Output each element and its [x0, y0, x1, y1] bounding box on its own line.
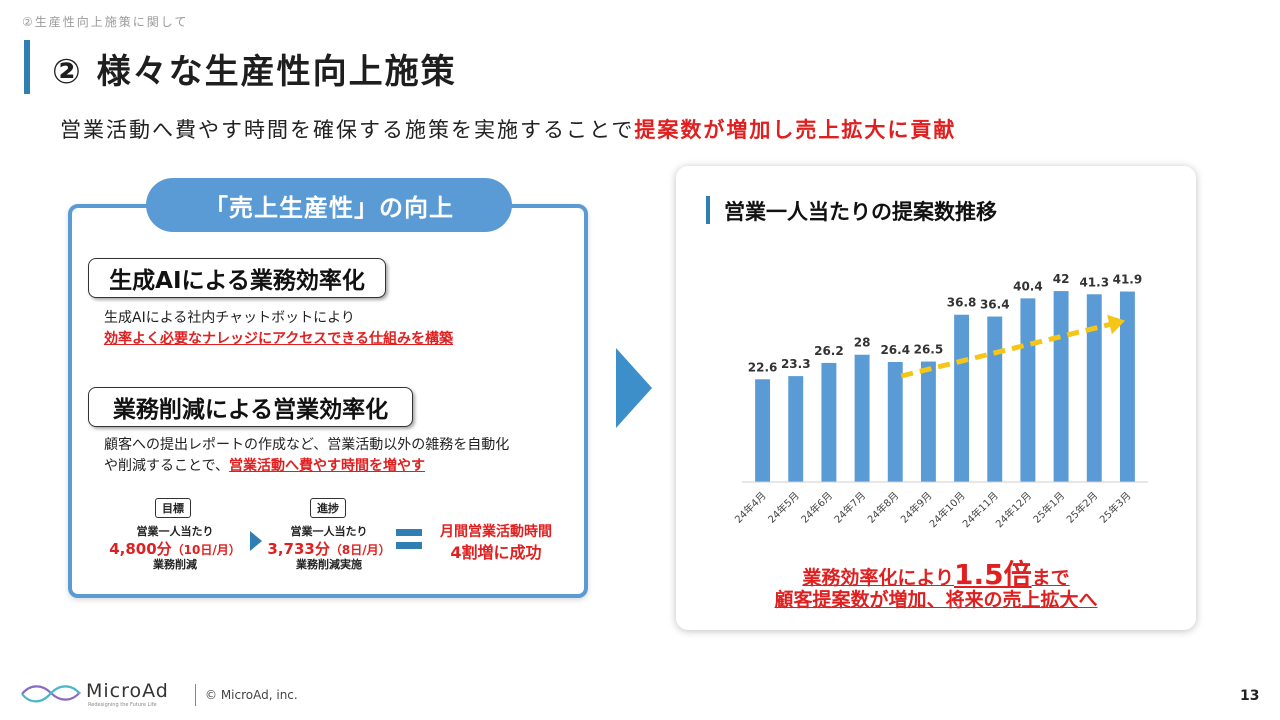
- goal-tag: 目標: [155, 498, 191, 518]
- x-tick-label: 25年3月: [1097, 489, 1134, 526]
- progress-note: 業務削減実施: [296, 558, 362, 571]
- progress-label: 営業一人当たり: [290, 525, 368, 538]
- bar-value-label: 23.3: [781, 357, 811, 371]
- bar-value-label: 42: [1053, 272, 1070, 286]
- bar-value-label: 26.5: [914, 343, 944, 357]
- footer-divider: [195, 684, 196, 706]
- bar-25年2月: [1086, 294, 1102, 482]
- section-heading-ai: 生成AIによる業務効率化: [88, 258, 386, 298]
- goal-to-progress-arrow-icon: [250, 531, 262, 551]
- bar-24年8月: [887, 362, 903, 482]
- trend-arrow-line: [900, 321, 1115, 379]
- bar-value-label: 28: [854, 336, 871, 350]
- x-tick-label: 25年2月: [1064, 489, 1101, 526]
- x-tick-label: 24年6月: [798, 489, 835, 526]
- goal-value: 4,800分（10日/月）: [108, 538, 242, 559]
- x-tick-label: 24年5月: [765, 489, 802, 526]
- page-title: ② 様々な生産性向上施策: [52, 52, 457, 92]
- bar-value-label: 41.9: [1113, 273, 1143, 287]
- x-tick-label: 25年1月: [1030, 489, 1067, 526]
- bar-24年7月: [854, 354, 870, 482]
- section-reduction-text: 顧客への提出レポートの作成など、営業活動以外の雑務を自動化: [104, 437, 510, 453]
- bar-25年3月: [1119, 291, 1135, 482]
- conclusion-line-2-text: 顧客提案数が増加、将来の売上拡大へ: [774, 589, 1098, 611]
- trend-arrow-head-icon: [1107, 314, 1126, 335]
- goal-value-number: 4,800分: [109, 540, 172, 558]
- bar-24年10月: [954, 314, 970, 482]
- conclusion-line-1: 業務効率化により1.5倍まで: [676, 553, 1196, 593]
- x-tick-label: 24年7月: [831, 489, 868, 526]
- bar-24年6月: [821, 362, 837, 482]
- conclusion-multiplier: 1.5倍: [954, 558, 1032, 591]
- proposal-count-bar-chart: 22.6 23.326.2 28 26.4 26.5 36.8 36.440.4 42 41.3…: [732, 272, 1148, 530]
- section-ai-text: 生成AIによる社内チャットボットにより: [104, 310, 355, 326]
- goal-value-paren: （10日/月）: [171, 543, 241, 557]
- subtitle-plain: 営業活動へ費やす時間を確保する施策を実施することで: [60, 118, 635, 142]
- brand-tagline: Redesigning the Future Life: [88, 702, 157, 708]
- bar-value-label: 40.4: [1013, 279, 1043, 293]
- goal-note: 業務削減: [153, 558, 197, 571]
- bar-value-label: 26.4: [880, 343, 910, 357]
- subtitle-highlight: 提案数が増加し売上拡大に貢献: [634, 118, 957, 142]
- x-tick-label: 24年12月: [993, 489, 1034, 530]
- bar-value-label: 26.2: [814, 344, 844, 358]
- progress-value-number: 3,733分: [267, 540, 330, 558]
- conclusion-line-1-a: 業務効率化により: [802, 567, 954, 589]
- bar-value-label: 36.4: [980, 298, 1010, 312]
- panel-heading-pill: 「売上生産性」の向上: [146, 178, 512, 232]
- bar-24年11月: [987, 316, 1003, 482]
- title-accent-bar: [24, 40, 30, 94]
- big-right-arrow-icon: [616, 348, 652, 428]
- bar-value-label: 36.8: [947, 296, 977, 310]
- bar-value-label: 41.3: [1079, 275, 1109, 289]
- equals-icon: [396, 526, 422, 552]
- microad-logo-icon: [21, 685, 81, 703]
- section-reduction-text-2: や削減することで、営業活動へ費やす時間を増やす: [104, 456, 425, 476]
- x-tick-label: 24年4月: [732, 489, 769, 526]
- bar-value-label: 22.6: [748, 360, 778, 374]
- copyright: © MicroAd, inc.: [205, 688, 298, 702]
- result-line-2: 4割増に成功: [450, 543, 542, 562]
- chart-title: 営業一人当たりの提案数推移: [724, 200, 997, 224]
- section-ai-highlight: 効率よく必要なナレッジにアクセスできる仕組みを構築: [104, 331, 454, 347]
- result-line-1: 月間営業活動時間: [440, 524, 552, 540]
- brand-name: MicroAd: [86, 680, 169, 702]
- bar-24年5月: [788, 376, 804, 482]
- progress-value-paren: （8日/月）: [329, 543, 391, 557]
- page-number: 13: [1240, 688, 1260, 704]
- breadcrumb: ②生産性向上施策に関して: [22, 15, 189, 29]
- conclusion-line-1-b: まで: [1031, 567, 1070, 589]
- conclusion-line-2: 顧客提案数が増加、将来の売上拡大へ: [676, 585, 1196, 612]
- bar-24年9月: [920, 361, 936, 482]
- bar-24年4月: [755, 379, 771, 482]
- progress-value: 3,733分（8日/月）: [264, 538, 394, 559]
- x-tick-label: 24年8月: [865, 489, 902, 526]
- goal-label: 営業一人当たり: [136, 525, 214, 538]
- progress-tag: 進捗: [310, 498, 346, 518]
- chart-title-accent-bar: [706, 196, 710, 224]
- section-reduction-plain: や削減することで、: [104, 458, 230, 474]
- bar-24年12月: [1020, 298, 1036, 482]
- subtitle: 営業活動へ費やす時間を確保する施策を実施することで提案数が増加し売上拡大に貢献: [60, 114, 956, 144]
- bar-25年1月: [1053, 291, 1069, 482]
- section-reduction-highlight: 営業活動へ費やす時間を増やす: [229, 458, 426, 474]
- section-heading-reduction: 業務削減による営業効率化: [88, 387, 413, 427]
